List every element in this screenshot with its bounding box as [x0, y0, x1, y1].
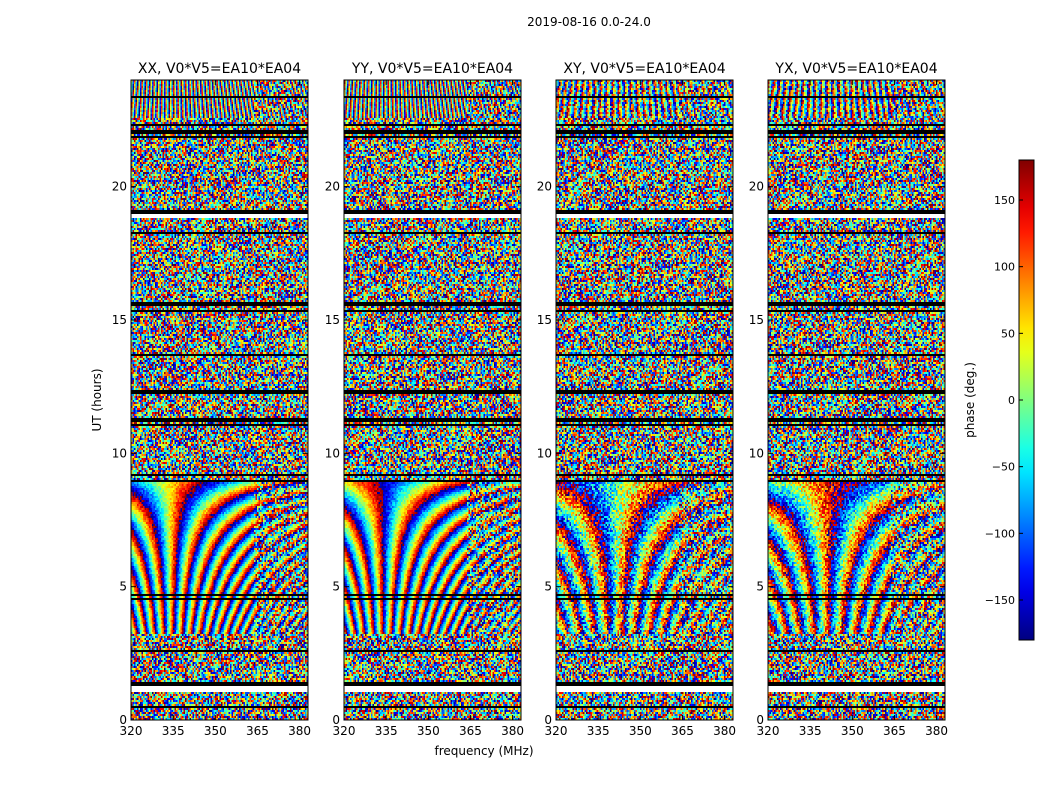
- x-tick-label: 335: [587, 724, 610, 738]
- plot-frame: [343, 79, 522, 721]
- panel-title: XY, V0*V5=EA10*EA04: [563, 61, 725, 77]
- colorbar-label: phase (deg.): [963, 362, 977, 438]
- x-tick-label: 335: [799, 724, 822, 738]
- figure-suptitle: 2019-08-16 0.0-24.0: [527, 15, 651, 29]
- colorbar: −150 −100 −50 0 50 100 150 phase (deg.): [963, 159, 1035, 641]
- x-tick-label: 365: [883, 724, 906, 738]
- colorbar-tick-label: −150: [985, 594, 1015, 607]
- y-tick-label: 10: [325, 446, 340, 460]
- x-tick-label: 380: [713, 724, 736, 738]
- x-tick-label: 365: [671, 724, 694, 738]
- panel-title: XX, V0*V5=EA10*EA04: [138, 61, 301, 77]
- y-tick-label: 5: [544, 580, 552, 594]
- colorbar-tick-label: −100: [985, 527, 1015, 540]
- colorbar-tick-label: −50: [992, 461, 1015, 474]
- heatmap-yx: [768, 80, 945, 720]
- y-tick-label: 15: [325, 313, 340, 327]
- y-tick-label: 5: [119, 580, 127, 594]
- colorbar-tick-label: 50: [1001, 327, 1015, 340]
- x-tick-label: 335: [162, 724, 185, 738]
- x-axis-label: frequency (MHz): [434, 744, 533, 758]
- heatmap-xy: [556, 80, 733, 720]
- panel-yx: YX, V0*V5=EA10*EA04 320 335 350 365 380 0 5 10 15…: [749, 61, 948, 738]
- y-tick-label: 20: [537, 180, 552, 194]
- y-tick-label: 20: [749, 180, 764, 194]
- y-axis-label: UT (hours): [90, 368, 104, 431]
- y-tick-label: 0: [119, 713, 127, 727]
- x-tick-label: 380: [925, 724, 948, 738]
- y-tick-label: 0: [332, 713, 340, 727]
- y-tick-label: 10: [112, 446, 127, 460]
- panel-title: YY, V0*V5=EA10*EA04: [351, 61, 513, 77]
- colorbar-tick-label: 0: [1008, 394, 1015, 407]
- plot-frame: [555, 79, 734, 721]
- x-tick-label: 365: [246, 724, 269, 738]
- colorbar-tick-label: 100: [994, 261, 1015, 274]
- x-tick-label: 350: [841, 724, 864, 738]
- x-tick-label: 380: [501, 724, 524, 738]
- panel-title: YX, V0*V5=EA10*EA04: [774, 61, 937, 77]
- panels-group: XX, V0*V5=EA10*EA04 320 335 350 365 380 0 5 10 15…: [112, 61, 948, 738]
- panel-xy: XY, V0*V5=EA10*EA04 320 335 350 365 380 0 5 10 15…: [537, 61, 736, 738]
- x-tick-label: 350: [629, 724, 652, 738]
- y-tick-label: 20: [325, 180, 340, 194]
- y-tick-label: 0: [544, 713, 552, 727]
- panel-xx: XX, V0*V5=EA10*EA04 320 335 350 365 380 0 5 10 15…: [112, 61, 311, 738]
- y-tick-label: 15: [112, 313, 127, 327]
- plot-frame: [767, 79, 946, 721]
- y-tick-label: 15: [537, 313, 552, 327]
- x-tick-label: 320: [545, 724, 568, 738]
- x-tick-label: 335: [375, 724, 398, 738]
- x-tick-label: 350: [417, 724, 440, 738]
- x-tick-label: 320: [120, 724, 143, 738]
- x-tick-label: 365: [459, 724, 482, 738]
- x-tick-label: 320: [333, 724, 356, 738]
- x-tick-label: 350: [204, 724, 227, 738]
- heatmap-xx: [131, 80, 308, 720]
- x-tick-label: 320: [757, 724, 780, 738]
- x-tick-label: 380: [288, 724, 311, 738]
- y-tick-label: 10: [537, 446, 552, 460]
- y-tick-label: 20: [112, 180, 127, 194]
- y-tick-label: 10: [749, 446, 764, 460]
- y-tick-label: 0: [756, 713, 764, 727]
- y-tick-label: 5: [332, 580, 340, 594]
- colorbar-tick-label: 150: [994, 194, 1015, 207]
- y-tick-label: 15: [749, 313, 764, 327]
- panel-yy: YY, V0*V5=EA10*EA04 320 335 350 365 380 0 5 10 15…: [325, 61, 524, 738]
- plot-frame: [130, 79, 309, 721]
- y-tick-label: 5: [756, 580, 764, 594]
- heatmap-yy: [344, 80, 521, 720]
